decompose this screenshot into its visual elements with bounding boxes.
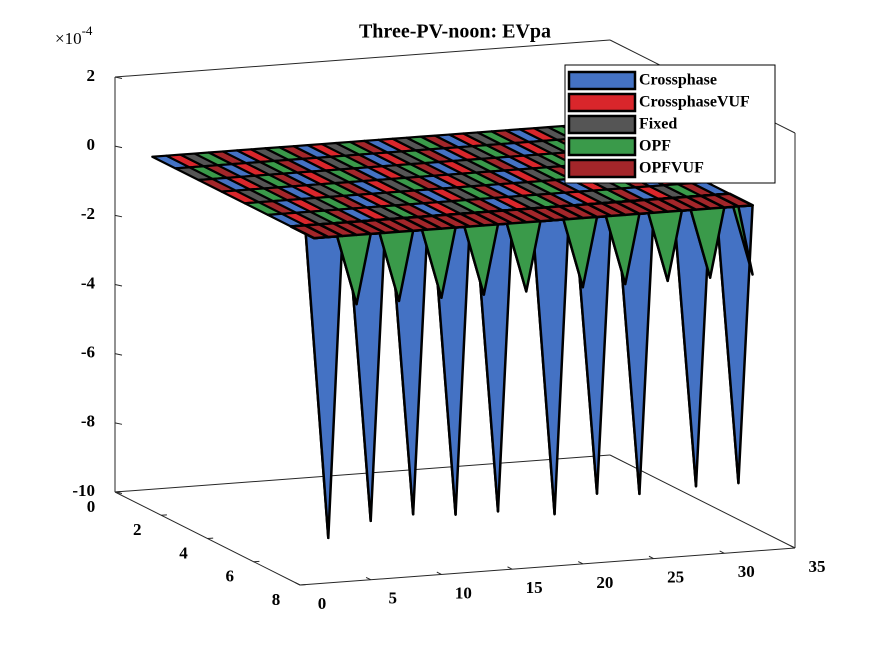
x-tick [578, 561, 584, 565]
axis-line [114, 39, 611, 78]
z-tick-label: -2 [81, 204, 95, 223]
z-tick [114, 214, 123, 218]
y-tick-label: 8 [272, 590, 281, 609]
x-tick-label: 35 [809, 557, 826, 576]
surface-face [303, 223, 344, 540]
z-tick [114, 422, 123, 425]
legend-swatch [567, 136, 637, 157]
z-tick [114, 145, 123, 149]
surface-face [714, 192, 754, 208]
x-tick [365, 576, 371, 581]
surface-face [714, 192, 754, 485]
x-tick-label: 30 [738, 562, 755, 581]
legend-swatch [567, 114, 637, 135]
x-tick-label: 15 [526, 578, 543, 597]
legend-swatch [567, 158, 637, 179]
x-tick [295, 582, 301, 586]
z-tick [114, 76, 123, 79]
legend-label: Fixed [639, 116, 677, 133]
exponent: -4 [82, 23, 93, 38]
y-tick-label: 4 [179, 543, 188, 562]
axis-line [299, 547, 796, 586]
y-tick-label: 0 [87, 497, 96, 516]
legend-label: CrossphaseVUF [639, 94, 750, 111]
z-tick-label: 0 [87, 135, 96, 154]
z-tick-label: 2 [87, 66, 96, 85]
z-tick [114, 284, 123, 287]
x-tick [719, 550, 725, 554]
y-tick-label: 6 [226, 567, 235, 586]
exponent-base: ×10 [55, 29, 82, 48]
x-tick-label: 0 [318, 594, 327, 613]
x-tick [790, 545, 796, 549]
x-tick-label: 5 [388, 589, 397, 608]
z-tick-label: -6 [81, 343, 95, 362]
z-tick [114, 353, 123, 356]
surface-face [530, 206, 570, 516]
x-tick-label: 20 [596, 573, 613, 592]
axis-line [114, 454, 611, 493]
legend-swatch [567, 70, 637, 91]
legend-label: OPF [639, 138, 671, 155]
legend: Crossphase CrossphaseVUF Fixed OPF OPFVUF [564, 64, 776, 184]
x-tick-label: 25 [667, 567, 684, 586]
z-tick-label: -10 [72, 481, 95, 500]
y-tick-label: 2 [133, 520, 142, 539]
z-tick-label: -8 [81, 412, 95, 431]
x-tick [507, 566, 513, 570]
x-tick [648, 555, 654, 560]
z-tick-label: -4 [81, 273, 96, 292]
x-tick [436, 571, 442, 575]
chart-title: Three-PV-noon: EVpa [359, 21, 551, 43]
legend-label: Crossphase [639, 72, 717, 89]
exponent-label: ×10-4 [55, 23, 93, 48]
legend-swatch [567, 92, 637, 113]
legend-label: OPFVUF [639, 160, 704, 177]
x-tick-label: 10 [455, 583, 472, 602]
